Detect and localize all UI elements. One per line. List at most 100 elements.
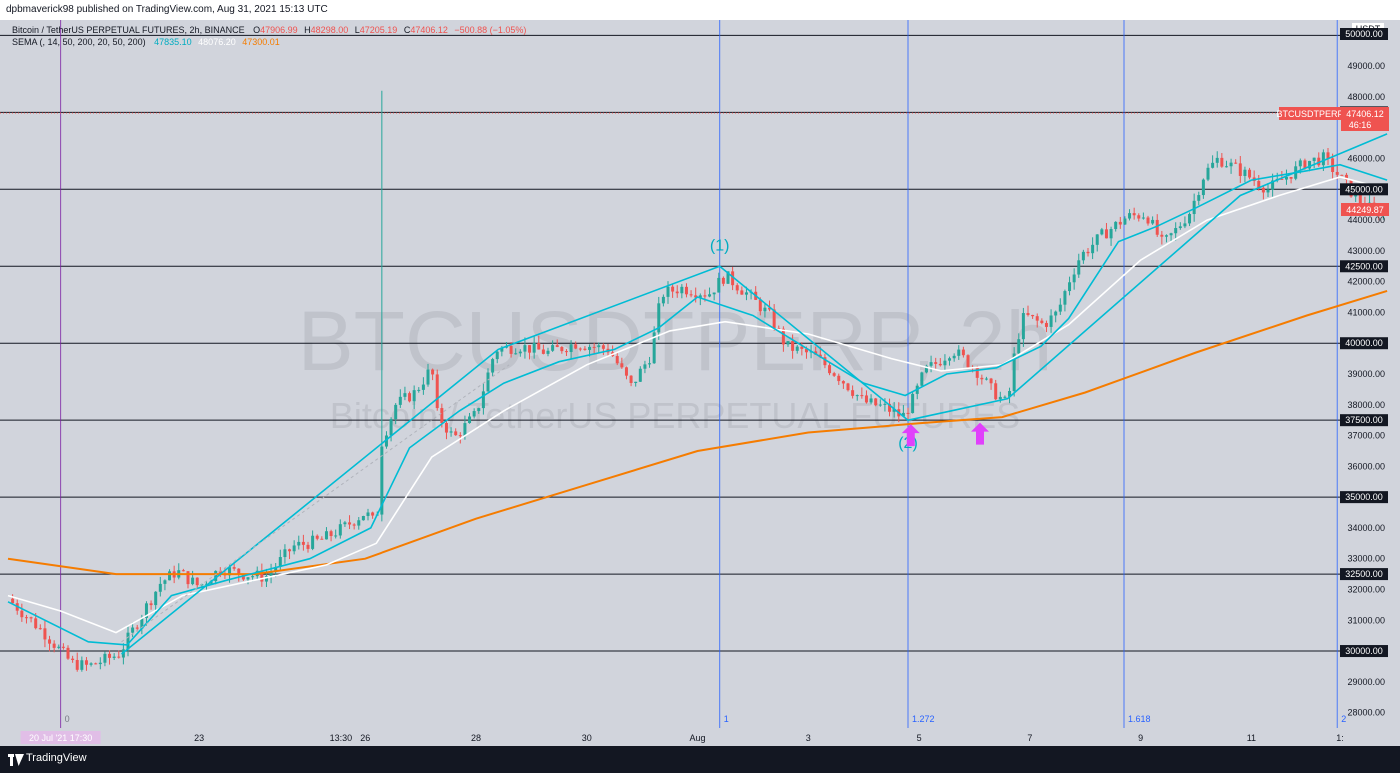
candle-body xyxy=(168,571,172,581)
candle-body xyxy=(449,431,453,433)
candle-body xyxy=(975,367,979,378)
candle-body xyxy=(698,295,702,298)
series-line xyxy=(120,133,1388,655)
price-badges: USDT 50000.00 BTCUSDTPERP 47406.12 46:16… xyxy=(1276,23,1389,216)
candle-body xyxy=(1197,195,1201,201)
candle-body xyxy=(546,350,550,354)
candle-body xyxy=(320,538,324,540)
candle-body xyxy=(528,345,532,353)
candle-body xyxy=(1266,189,1270,193)
price-chart[interactable]: BTCUSDTPERP, 2h Bitcoin / TetherUS PERPE… xyxy=(0,0,1400,746)
candle-body xyxy=(1012,353,1016,391)
candle-body xyxy=(1183,223,1187,227)
candle-body xyxy=(721,277,725,284)
candle-body xyxy=(537,342,541,350)
candle-body xyxy=(112,656,116,658)
price-tick-label: 44000.00 xyxy=(1347,215,1385,225)
fib-label: 1.618 xyxy=(1128,714,1151,724)
candle-body xyxy=(569,344,573,353)
candle-body xyxy=(108,653,112,658)
level-badge: 37500.00 xyxy=(1345,415,1383,425)
legend-sema-row: SEMA (, 14, 50, 200, 20, 50, 200) 47835.… xyxy=(12,37,280,47)
candle-body xyxy=(772,309,776,329)
candle-body xyxy=(38,628,42,630)
candle-body xyxy=(1091,244,1095,254)
candle-body xyxy=(380,446,384,515)
level-badge: 35000.00 xyxy=(1345,492,1383,502)
candle-body xyxy=(94,663,98,665)
horizontal-levels xyxy=(0,34,1343,652)
candle-body xyxy=(11,598,15,604)
legend-close: 47406.12 xyxy=(410,25,448,35)
candle-body xyxy=(311,535,315,549)
candle-body xyxy=(994,383,998,400)
current-price-badge: 44249.87 xyxy=(1346,205,1384,215)
candle-body xyxy=(938,363,942,366)
candle-body xyxy=(717,277,721,293)
candle-body xyxy=(191,577,195,585)
candle-body xyxy=(689,294,693,296)
candle-body xyxy=(232,567,236,569)
candle-body xyxy=(343,522,347,525)
legend-open: 47906.99 xyxy=(260,25,298,35)
candle-body xyxy=(523,345,527,352)
candle-body xyxy=(1289,176,1293,179)
candle-body xyxy=(768,307,772,310)
candle-body xyxy=(103,653,107,663)
level-badge: 42500.00 xyxy=(1345,261,1383,271)
candle-body xyxy=(204,583,208,585)
chart-legend: Bitcoin / TetherUS PERPETUAL FUTURES, 2h… xyxy=(12,25,526,47)
candle-body xyxy=(666,286,670,297)
candle-body xyxy=(920,372,924,386)
candle-body xyxy=(24,617,28,619)
candle-body xyxy=(966,355,970,368)
legend-open-label: O xyxy=(253,25,260,35)
candle-body xyxy=(384,435,388,447)
candle-body xyxy=(403,393,407,397)
candle-body xyxy=(943,360,947,366)
candle-body xyxy=(117,656,121,658)
candle-body xyxy=(366,512,370,516)
candle-body xyxy=(929,362,933,366)
candle-body xyxy=(1234,162,1238,164)
candle-body xyxy=(924,365,928,373)
candle-body xyxy=(260,570,264,582)
candle-body xyxy=(1128,213,1132,219)
candle-body xyxy=(1331,158,1335,172)
candle-body xyxy=(781,328,785,345)
candle-body xyxy=(841,381,845,384)
legend-symbol-row: Bitcoin / TetherUS PERPETUAL FUTURES, 2h… xyxy=(12,25,526,35)
candle-body xyxy=(426,369,430,385)
candle-body xyxy=(1229,162,1233,167)
candle-body xyxy=(444,422,448,433)
candle-body xyxy=(1072,274,1076,283)
candle-body xyxy=(1312,157,1316,161)
candle-body xyxy=(458,435,462,437)
candle-body xyxy=(394,404,398,420)
candle-body xyxy=(154,591,158,606)
series-line xyxy=(7,163,1388,646)
candle-body xyxy=(315,535,319,539)
candle-body xyxy=(731,271,735,286)
time-tick-label: 28 xyxy=(471,733,481,743)
candle-body xyxy=(126,632,130,650)
candle-body xyxy=(1123,218,1127,225)
candle-body xyxy=(564,351,568,353)
candle-body xyxy=(218,570,222,574)
candle-body xyxy=(1188,214,1192,224)
candle-body xyxy=(1298,160,1302,167)
candle-body xyxy=(1271,180,1275,190)
candle-body xyxy=(652,332,656,364)
legend-high-label: H xyxy=(304,25,311,35)
up-arrow-icon xyxy=(971,422,989,445)
candle-body xyxy=(398,396,402,405)
fib-label: 0 xyxy=(65,714,70,724)
price-tick-label: 38000.00 xyxy=(1347,400,1385,410)
candle-body xyxy=(615,356,619,364)
time-tick-label: 11 xyxy=(1247,733,1256,743)
candle-body xyxy=(560,347,564,352)
candle-body xyxy=(675,291,679,294)
ticker-badge: BTCUSDTPERP xyxy=(1276,109,1343,119)
candle-body xyxy=(735,285,739,291)
candle-body xyxy=(1201,179,1205,196)
